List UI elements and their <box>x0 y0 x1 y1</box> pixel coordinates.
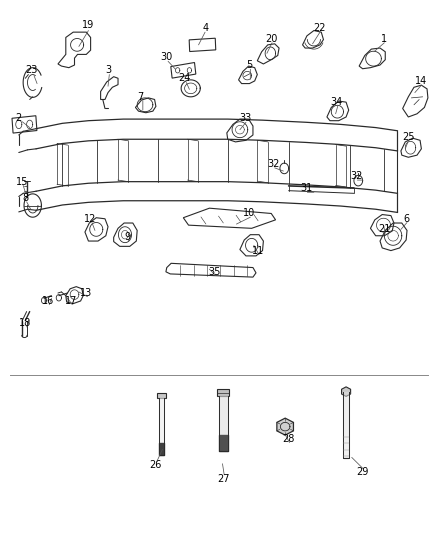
Polygon shape <box>277 418 293 435</box>
Text: 28: 28 <box>283 434 295 444</box>
Text: 35: 35 <box>208 267 221 277</box>
Text: 1: 1 <box>381 34 388 44</box>
Polygon shape <box>157 393 166 398</box>
Text: 20: 20 <box>265 34 277 44</box>
Text: 19: 19 <box>82 20 95 30</box>
Text: 33: 33 <box>239 113 251 123</box>
Text: 16: 16 <box>42 296 54 306</box>
Text: 17: 17 <box>65 296 77 306</box>
Text: 32: 32 <box>350 172 362 181</box>
Text: 24: 24 <box>178 73 191 83</box>
Text: 22: 22 <box>313 23 325 33</box>
Text: 29: 29 <box>357 467 369 477</box>
Polygon shape <box>342 387 350 397</box>
Text: 18: 18 <box>19 318 32 328</box>
Text: 6: 6 <box>403 214 409 224</box>
Text: 4: 4 <box>203 23 209 33</box>
Polygon shape <box>217 389 230 397</box>
Text: 27: 27 <box>217 474 230 483</box>
Text: 9: 9 <box>124 232 131 243</box>
Text: 7: 7 <box>138 92 144 102</box>
Text: 31: 31 <box>300 183 312 193</box>
Text: 15: 15 <box>16 176 28 187</box>
Text: 10: 10 <box>244 208 256 219</box>
Text: 12: 12 <box>85 214 97 224</box>
Text: 3: 3 <box>105 66 111 75</box>
Text: 5: 5 <box>246 60 253 70</box>
Text: 32: 32 <box>267 159 279 169</box>
Text: 34: 34 <box>330 97 343 107</box>
Text: 13: 13 <box>80 288 92 298</box>
Text: 2: 2 <box>15 113 21 123</box>
Text: 26: 26 <box>150 461 162 470</box>
Text: 14: 14 <box>415 76 427 86</box>
Text: 25: 25 <box>402 132 415 142</box>
Text: 11: 11 <box>252 246 264 256</box>
Text: 23: 23 <box>26 66 38 75</box>
Text: 30: 30 <box>161 52 173 62</box>
Text: 21: 21 <box>378 224 391 235</box>
Text: 8: 8 <box>22 192 28 203</box>
